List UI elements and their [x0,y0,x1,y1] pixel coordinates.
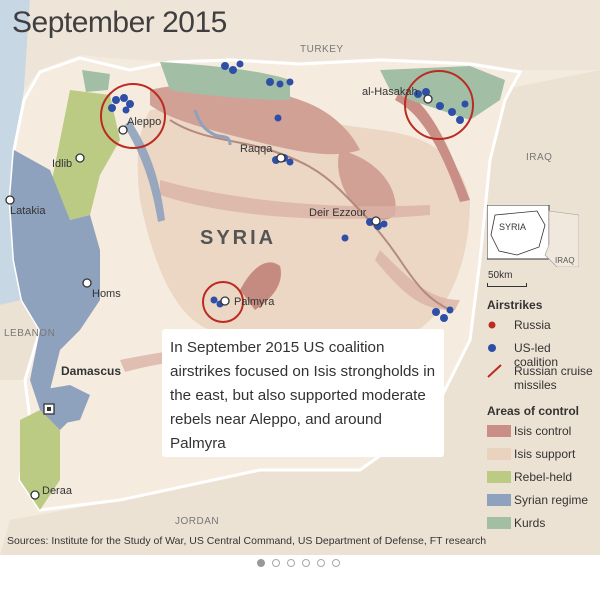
legend-row-kurds: Kurds [487,516,597,539]
legend-row-isis-support: Isis support [487,447,597,470]
russia-strike-icon [487,318,509,332]
pagination [0,555,600,600]
kurds-swatch [487,517,511,529]
city-dot-homs [83,279,91,287]
label-iraq: IRAQ [526,152,552,163]
pagination-dot[interactable] [332,559,340,567]
legend-rebel-label: Rebel-held [514,470,572,484]
city-dot-deraa [31,491,39,499]
us-strike-icon [487,341,509,355]
label-turkey: TURKEY [300,44,344,55]
legend-isis-control-label: Isis control [514,424,571,438]
label-raqqa: Raqqa [240,143,273,155]
legend-row-russia: Russia [487,318,597,341]
label-palmyra: Palmyra [234,296,275,308]
map-stage: TURKEY IRAQ LEBANON JORDAN SYRIA Aleppo … [0,0,600,555]
cruise-missile-icon [487,364,509,378]
inset-syria-label: SYRIA [499,222,526,232]
legend-row-us-led: US-led coalition [487,341,597,364]
legend-row-isis-control: Isis control [487,424,597,447]
label-idlib: Idlib [52,158,72,170]
label-deir-ezzour: Deir Ezzour [309,207,367,219]
label-lebanon: LEBANON [4,328,55,339]
legend-areas-title: Areas of control [487,404,597,418]
label-homs: Homs [92,288,121,300]
label-aleppo: Aleppo [127,116,161,128]
legend-row-rebel: Rebel-held [487,470,597,493]
city-dot-deir-ezzour [372,217,380,225]
pagination-dot[interactable] [302,559,310,567]
city-dot-aleppo [119,126,127,134]
legend-regime-label: Syrian regime [514,493,588,507]
legend-isis-support-label: Isis support [514,447,575,461]
isis-support-swatch [487,448,511,460]
legend-kurds-label: Kurds [514,516,545,530]
city-dot-idlib [76,154,84,162]
page-title: September 2015 [12,6,227,40]
pagination-dot[interactable] [272,559,280,567]
pagination-dot[interactable] [317,559,325,567]
legend-cruise-label: Russian cruise missiles [514,364,598,392]
inset-iraq-label: IRAQ [555,256,575,265]
label-deraa: Deraa [42,485,73,497]
legend-row-cruise: Russian cruise missiles [487,364,597,398]
pagination-dot[interactable] [257,559,265,567]
legend-russia-label: Russia [514,318,551,332]
label-latakia: Latakia [10,205,46,217]
legend: Airstrikes Russia US-led coalition Russi… [487,292,597,539]
capital-marker-inner [47,407,51,411]
pagination-dot[interactable] [287,559,295,567]
airstrike-icon-east [342,235,349,242]
scale-bar [487,283,527,287]
scale-label: 50km [488,270,512,281]
label-syria: SYRIA [200,227,276,249]
isis-control-swatch [487,425,511,437]
city-dot-latakia [6,196,14,204]
label-damascus: Damascus [61,364,121,378]
label-al-hasakah: al-Hasakah [362,86,418,98]
city-dot-palmyra [221,297,229,305]
legend-airstrikes-title: Airstrikes [487,298,597,312]
label-jordan: JORDAN [175,516,219,527]
city-dot-raqqa [277,154,285,162]
legend-row-regime: Syrian regime [487,493,597,516]
city-dot-hasakah [424,95,432,103]
source-note: Sources: Institute for the Study of War,… [7,535,486,547]
locator-inset: SYRIA IRAQ [487,205,579,267]
regime-swatch [487,494,511,506]
rebel-swatch [487,471,511,483]
airstrike-icon-center [275,115,282,122]
caption-box: In September 2015 US coalition airstrike… [162,329,444,457]
